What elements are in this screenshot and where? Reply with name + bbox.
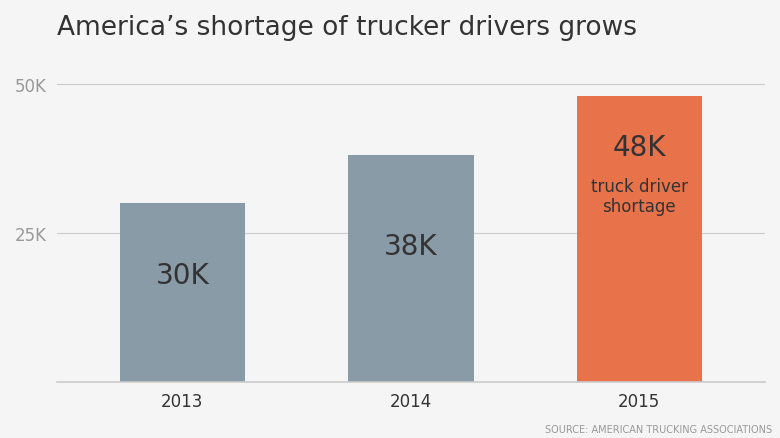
Text: truck driver
shortage: truck driver shortage (590, 177, 688, 216)
Bar (119, 204, 245, 382)
Text: SOURCE: AMERICAN TRUCKING ASSOCIATIONS: SOURCE: AMERICAN TRUCKING ASSOCIATIONS (545, 424, 772, 434)
Text: 48K: 48K (612, 134, 666, 162)
Text: America’s shortage of trucker drivers grows: America’s shortage of trucker drivers gr… (57, 15, 636, 41)
Bar (576, 96, 702, 382)
Text: 30K: 30K (155, 261, 209, 289)
Text: 38K: 38K (384, 233, 438, 261)
Bar (348, 156, 473, 382)
